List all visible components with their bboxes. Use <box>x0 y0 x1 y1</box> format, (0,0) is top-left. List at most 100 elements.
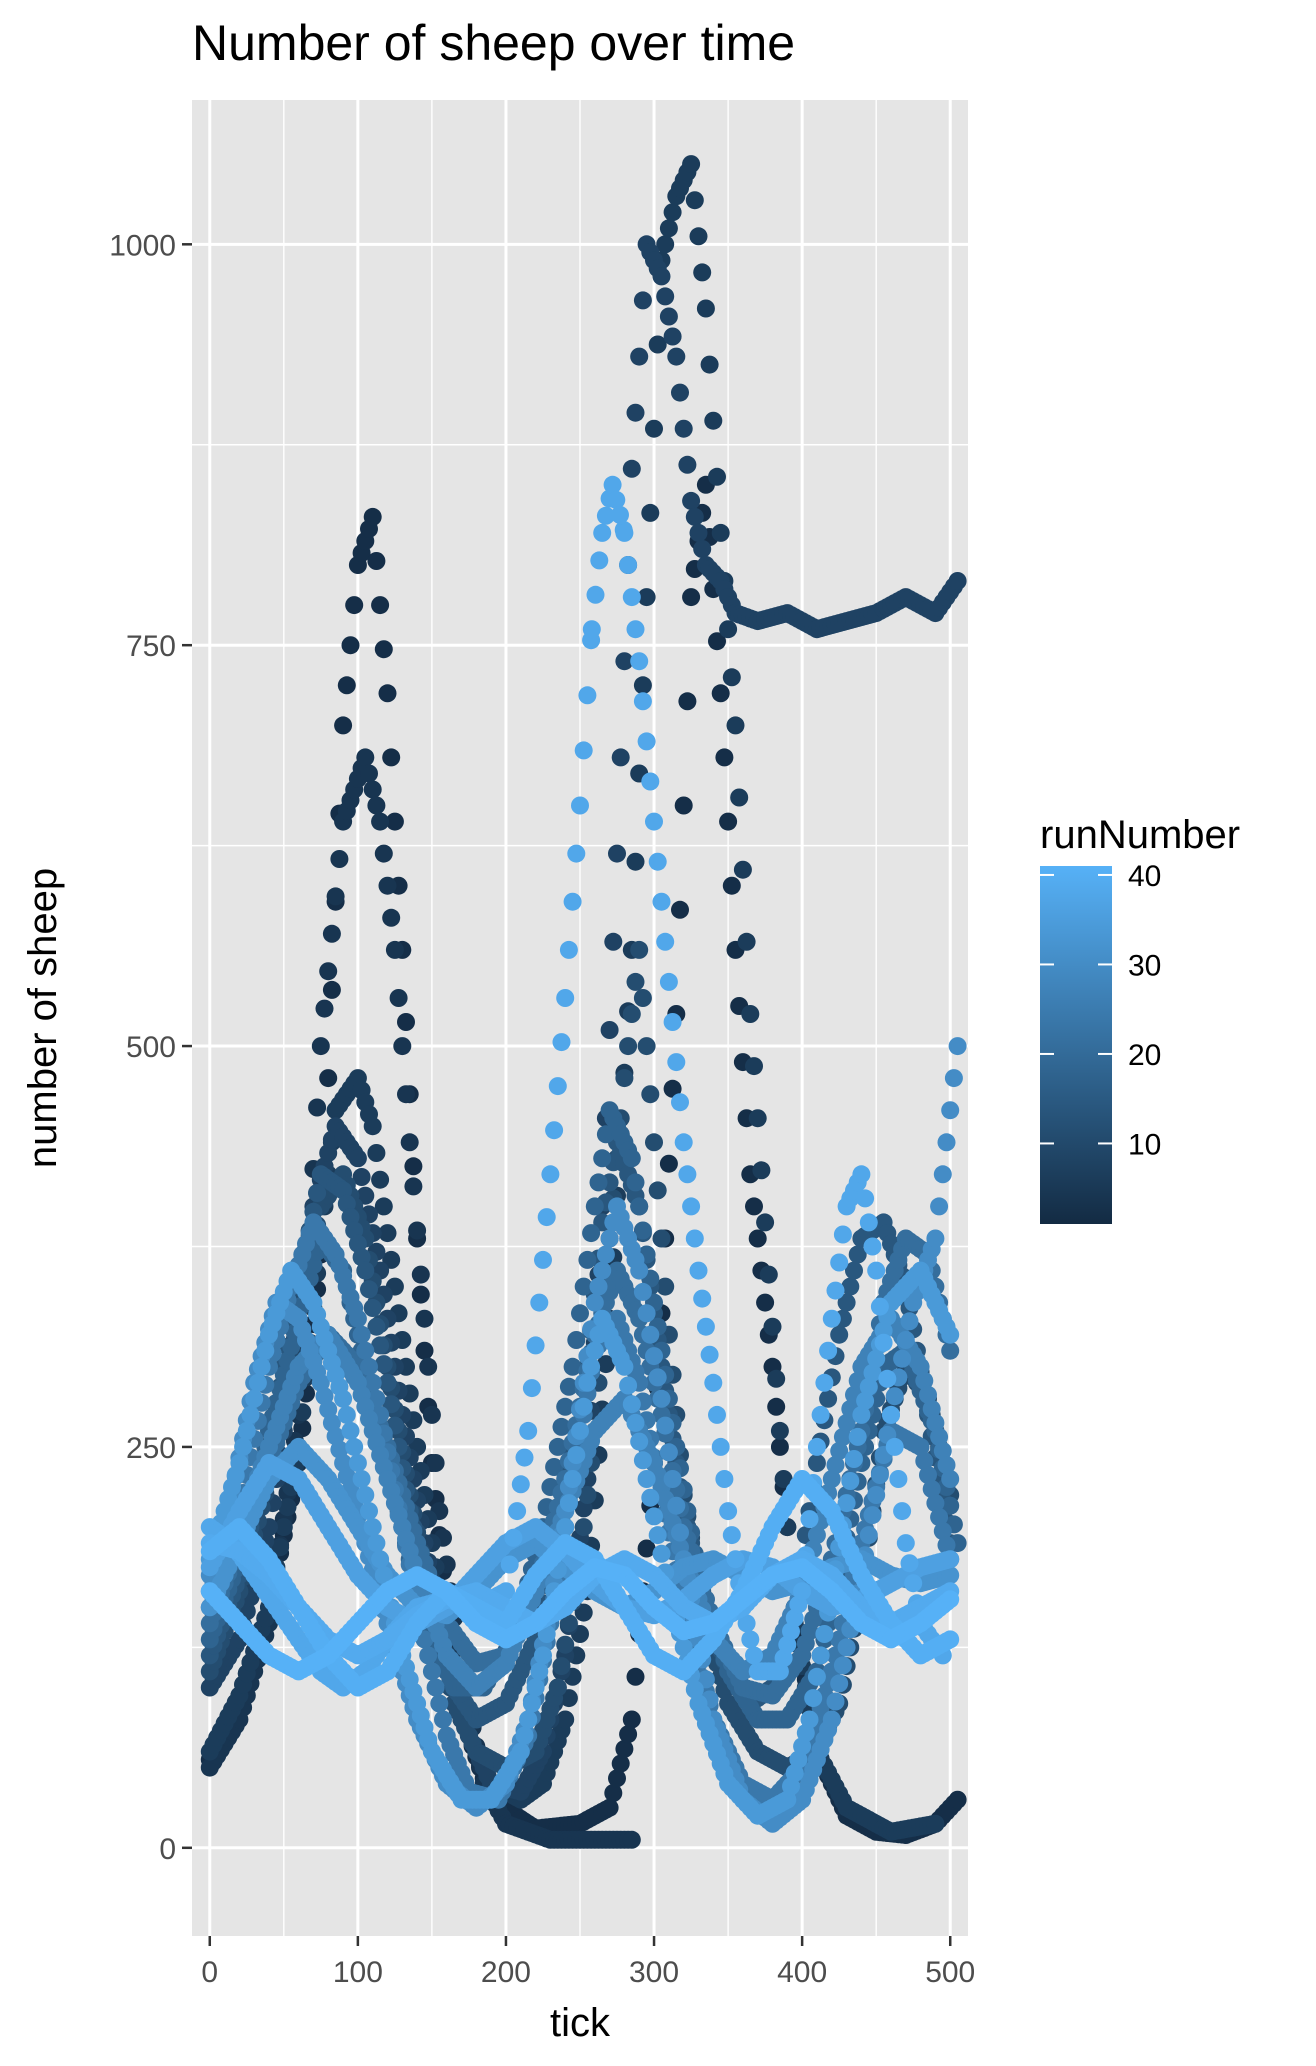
data-point <box>811 1405 830 1424</box>
data-point <box>941 1496 960 1515</box>
x-tick-label: 500 <box>925 1956 975 1989</box>
data-point <box>256 1341 275 1360</box>
data-point <box>389 989 408 1007</box>
data-point <box>722 1526 741 1545</box>
colorbar-label: 20 <box>1128 1039 1161 1072</box>
data-point <box>704 1373 723 1392</box>
data-point <box>722 668 741 687</box>
data-point <box>415 1341 434 1360</box>
data-point <box>941 1341 960 1360</box>
data-point <box>641 1325 660 1344</box>
data-point <box>937 1536 956 1555</box>
colorbar <box>1040 866 1112 1224</box>
data-point <box>352 1168 371 1186</box>
data-point <box>745 1646 763 1665</box>
data-point <box>748 1229 767 1248</box>
data-point <box>400 1133 419 1152</box>
data-point <box>656 1277 675 1296</box>
y-tick-label: 250 <box>126 1432 176 1465</box>
data-point <box>630 1197 649 1216</box>
data-point <box>656 287 675 306</box>
data-point <box>352 1470 371 1488</box>
data-point <box>563 892 582 911</box>
data-point <box>615 523 634 542</box>
data-point <box>630 940 649 959</box>
data-point <box>622 588 641 607</box>
data-point <box>804 1689 823 1708</box>
data-point <box>708 467 726 486</box>
data-point <box>511 1742 530 1761</box>
data-point <box>237 1421 256 1440</box>
data-point <box>833 1427 852 1446</box>
data-point <box>830 1674 849 1693</box>
data-point <box>615 1739 634 1758</box>
data-point <box>552 1657 571 1676</box>
data-point <box>322 980 341 999</box>
data-point <box>889 1470 908 1488</box>
data-point <box>667 1053 686 1072</box>
data-point <box>726 716 745 735</box>
data-point <box>882 1405 900 1424</box>
data-point <box>711 684 730 703</box>
colorbar-label: 40 <box>1128 860 1161 893</box>
data-point <box>652 1229 671 1248</box>
data-point <box>696 299 715 318</box>
data-point <box>807 1526 826 1545</box>
data-point <box>830 1325 849 1344</box>
x-tick-label: 100 <box>333 1956 383 1989</box>
data-point <box>600 1798 619 1817</box>
data-point <box>859 1213 878 1232</box>
data-point <box>633 1282 652 1301</box>
data-point <box>522 1379 541 1398</box>
data-point <box>589 1173 608 1192</box>
data-point <box>374 844 393 863</box>
data-point <box>948 572 967 590</box>
data-point <box>645 1347 663 1366</box>
data-point <box>315 999 334 1018</box>
data-point <box>941 1590 960 1609</box>
data-point <box>534 1646 552 1665</box>
data-point <box>948 1037 967 1056</box>
data-point <box>652 1389 671 1408</box>
data-point <box>941 1325 960 1344</box>
data-point <box>859 1526 878 1545</box>
y-tick-label: 1000 <box>109 229 176 262</box>
data-point <box>659 1443 678 1462</box>
data-point <box>245 1389 264 1408</box>
data-point <box>845 1261 863 1280</box>
data-point <box>363 1373 382 1392</box>
data-point <box>652 267 671 286</box>
data-point <box>593 523 612 542</box>
data-point <box>926 1229 945 1248</box>
data-point <box>622 1005 641 1023</box>
data-point <box>382 1250 401 1269</box>
data-point <box>770 1437 789 1456</box>
legend-title: runNumber <box>1040 813 1240 857</box>
data-point <box>622 1830 641 1849</box>
data-point <box>626 1173 645 1192</box>
grid-lines <box>192 100 968 1936</box>
data-point <box>322 924 341 943</box>
data-point <box>334 1389 353 1408</box>
data-point <box>593 1261 612 1280</box>
data-point <box>893 1502 912 1521</box>
data-point <box>578 1250 597 1269</box>
data-point <box>367 796 386 815</box>
data-point <box>682 155 701 174</box>
colorbar-label: 30 <box>1128 949 1161 982</box>
data-point <box>852 1165 871 1184</box>
data-point <box>582 1357 601 1376</box>
data-point <box>652 892 671 911</box>
data-point <box>515 1448 534 1467</box>
data-point <box>659 307 678 326</box>
data-point <box>374 1355 393 1374</box>
data-point <box>511 1475 530 1494</box>
data-point <box>552 1417 571 1436</box>
data-point <box>937 1456 956 1474</box>
data-point <box>586 585 605 604</box>
y-tick-label: 0 <box>159 1833 176 1866</box>
data-point <box>337 676 356 695</box>
data-point <box>641 1085 660 1104</box>
data-point <box>633 676 652 695</box>
data-point <box>826 1692 845 1711</box>
